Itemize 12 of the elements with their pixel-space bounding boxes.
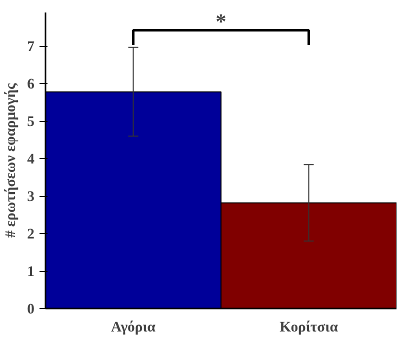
x-tick-label: Αγόρια xyxy=(111,320,156,336)
y-tick-label: 5 xyxy=(27,114,34,130)
y-tick-label: 0 xyxy=(27,302,34,318)
x-tick-label: Κορίτσια xyxy=(280,320,339,336)
y-tick-label: 7 xyxy=(27,39,34,56)
y-tick-label: 4 xyxy=(27,152,36,168)
y-tick-label: 2 xyxy=(27,226,34,243)
annotation: * xyxy=(216,9,226,34)
y-tick-label: 6 xyxy=(27,76,34,93)
y-tick-label: 1 xyxy=(27,264,34,280)
y-axis-title: # ερωτήσεων εφαρμογής xyxy=(3,82,20,238)
y-tick-label: 3 xyxy=(27,189,34,206)
